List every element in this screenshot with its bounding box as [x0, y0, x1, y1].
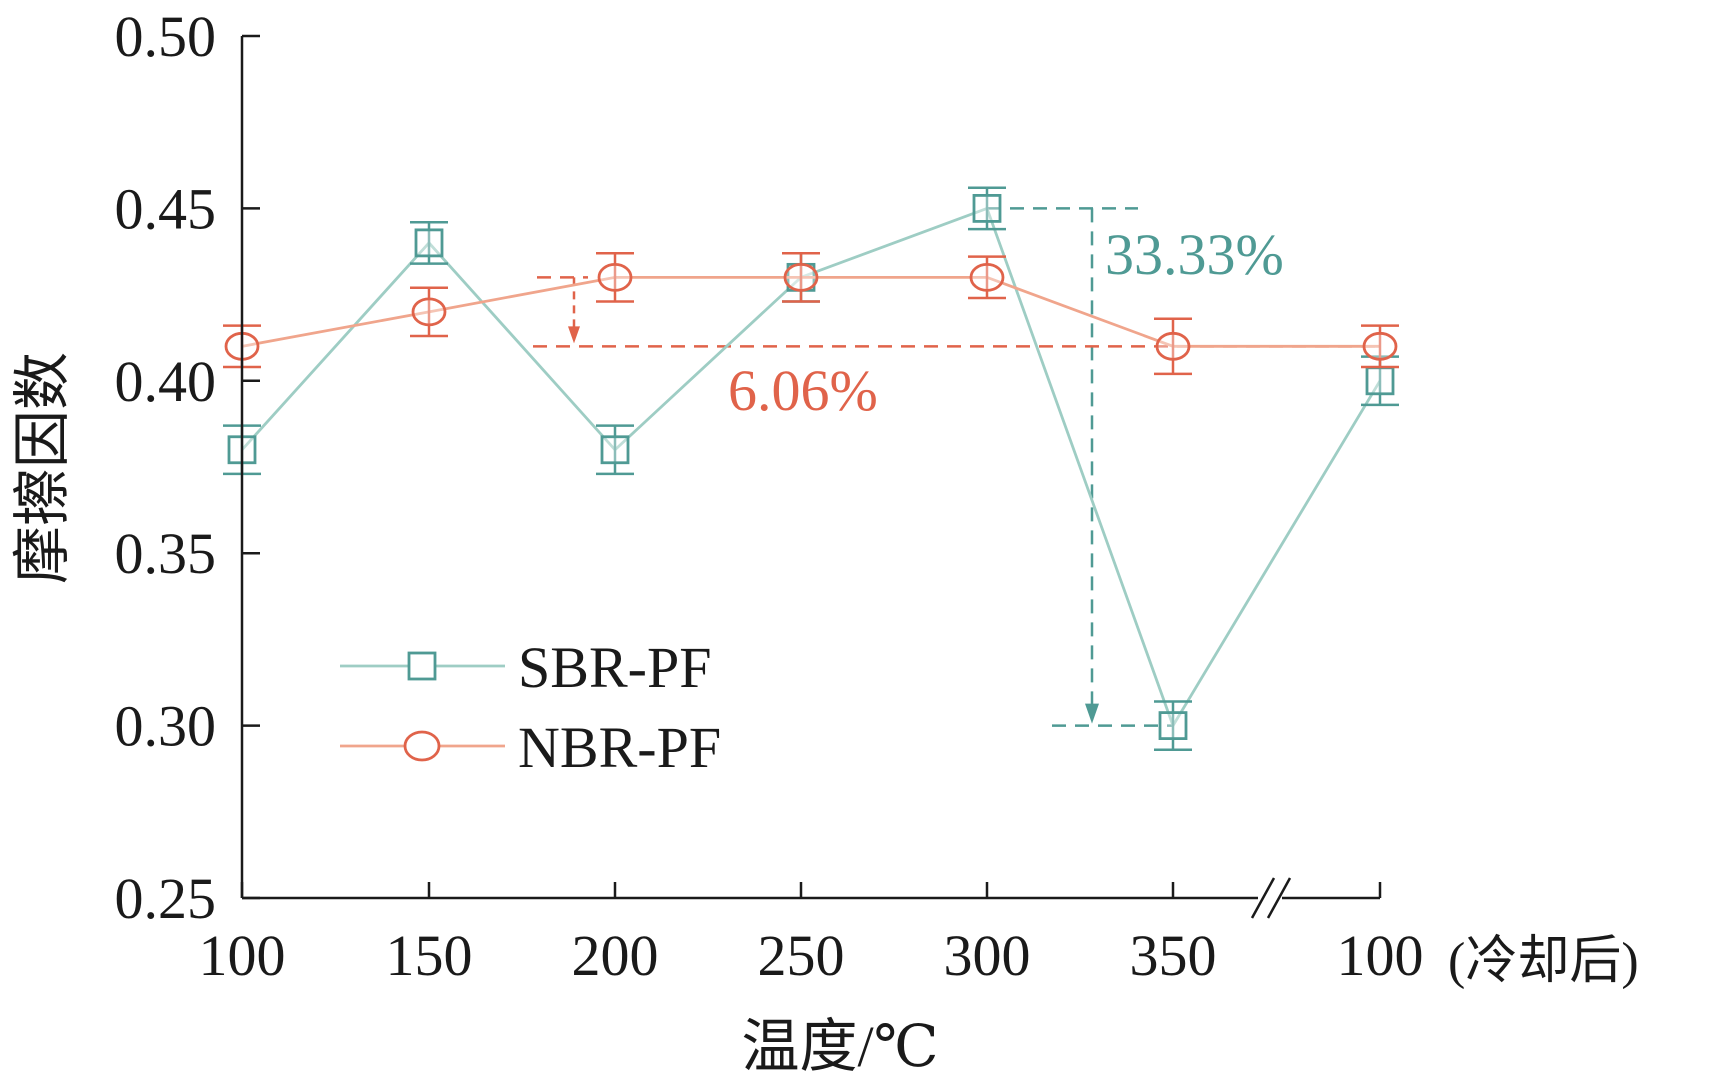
x-tick-label: 250: [758, 923, 845, 988]
data-point-marker: [597, 262, 633, 292]
x-tick-label: 300: [944, 923, 1031, 988]
y-axis-title: 摩擦因数: [10, 352, 75, 584]
axis-break-slash: [1250, 877, 1276, 919]
data-point-marker: [1362, 331, 1398, 361]
legend-label: NBR-PF: [518, 715, 721, 780]
y-tick-label: 0.30: [115, 694, 217, 759]
data-point-marker: [1158, 711, 1188, 740]
y-tick-label: 0.25: [115, 866, 217, 931]
data-point-marker: [414, 228, 444, 258]
annotation-arrow-head: [568, 326, 580, 344]
x-tick-label: 150: [386, 923, 473, 988]
x-tick-label: 200: [572, 923, 659, 988]
y-tick-label: 0.45: [115, 176, 217, 241]
y-tick-label: 0.50: [115, 4, 217, 69]
annotations-layer: 33.33% 6.06%: [533, 207, 1380, 727]
y-tick-label: 0.35: [115, 521, 217, 586]
legend-marker-square: [407, 651, 437, 681]
axis-break-slash: [1266, 877, 1292, 919]
data-point-marker: [1365, 366, 1395, 396]
data-point-marker: [783, 262, 819, 292]
x-tick-label: 100: [1337, 923, 1424, 988]
y-tick-label: 0.40: [115, 349, 217, 414]
annotation-label: 6.06%: [728, 358, 878, 423]
x-tick-label: 350: [1130, 923, 1217, 988]
data-point-marker: [1155, 331, 1191, 361]
x-tick-label: 100: [199, 923, 286, 988]
data-point-marker: [411, 297, 447, 327]
annotation-arrow-head: [1085, 703, 1099, 724]
legend: SBR-PF NBR-PF: [340, 635, 721, 780]
data-point-marker: [600, 435, 630, 465]
legend-label: SBR-PF: [518, 635, 711, 700]
legend-marker-circle: [403, 730, 441, 762]
data-point-marker: [972, 193, 1002, 223]
axes-layer: 0.25 0.30 0.35 0.40 0.45 0.50 100 150 200 250 300 3…: [115, 4, 1639, 990]
annotation-label: 33.33%: [1105, 222, 1284, 287]
x-tick-label-suffix: (冷却后): [1448, 933, 1639, 990]
data-point-marker: [969, 262, 1005, 292]
series-layer: [223, 186, 1399, 751]
x-axis-title: 温度/℃: [742, 1014, 939, 1079]
